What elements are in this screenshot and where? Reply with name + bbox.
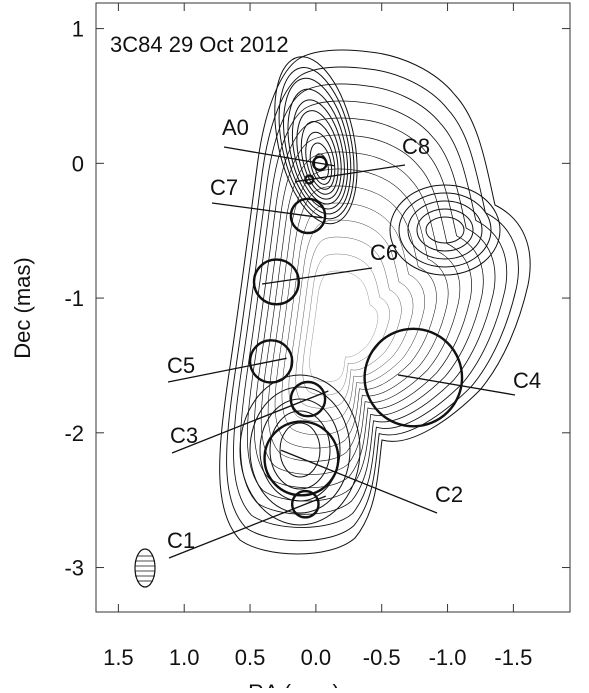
component-label: C2 xyxy=(435,482,463,507)
contour xyxy=(416,208,474,252)
component xyxy=(263,420,340,497)
contour xyxy=(305,131,336,190)
x-tick-label: 1.0 xyxy=(169,645,200,670)
contour xyxy=(240,100,496,515)
component-label: C5 xyxy=(167,353,195,378)
component xyxy=(248,339,294,384)
x-tick-label: -1.5 xyxy=(494,645,532,670)
component-label: C8 xyxy=(402,134,430,159)
contour xyxy=(253,134,472,489)
y-tick-label: -3 xyxy=(64,556,84,581)
y-tick-label: -1 xyxy=(64,286,84,311)
component xyxy=(289,380,327,418)
leader-line xyxy=(168,495,327,559)
component-label: C6 xyxy=(370,240,398,265)
contour xyxy=(291,99,345,205)
component-label: C1 xyxy=(167,528,195,553)
contour xyxy=(283,77,352,215)
contour xyxy=(226,66,519,542)
contour xyxy=(389,184,501,276)
contour xyxy=(300,120,339,195)
contour xyxy=(278,66,355,220)
component xyxy=(289,197,327,235)
plot-frame xyxy=(95,2,571,613)
contour xyxy=(219,49,531,555)
contour xyxy=(302,253,390,396)
contour xyxy=(309,142,333,185)
chart-title: 3C84 29 Oct 2012 xyxy=(110,32,289,57)
contour xyxy=(296,110,342,200)
beam-hatch xyxy=(135,555,155,582)
beam xyxy=(134,548,156,588)
contour xyxy=(309,270,379,382)
contour xyxy=(269,410,331,490)
contour xyxy=(274,56,358,225)
leader-line xyxy=(167,357,287,383)
contour xyxy=(407,200,483,260)
contour xyxy=(279,422,321,478)
contour xyxy=(267,168,449,462)
y-axis-label: Dec (mas) xyxy=(10,257,35,358)
component-label: C7 xyxy=(210,175,238,200)
contour xyxy=(425,216,465,244)
contour xyxy=(398,192,492,268)
leader-line xyxy=(397,374,516,396)
y-tick-label: -2 xyxy=(64,421,84,446)
component-label: C4 xyxy=(513,368,541,393)
leader-line xyxy=(171,390,329,454)
x-tick-label: -0.5 xyxy=(363,645,401,670)
component xyxy=(363,327,464,428)
leader-line xyxy=(280,449,438,514)
contour xyxy=(287,88,349,210)
leader-line xyxy=(261,267,373,285)
component xyxy=(290,489,320,519)
contour xyxy=(249,386,351,514)
component-label: A0 xyxy=(222,115,249,140)
contour xyxy=(247,117,484,502)
contour xyxy=(274,185,437,449)
x-tick-label: -1.0 xyxy=(429,645,467,670)
component xyxy=(304,174,315,185)
x-tick-label: 0.0 xyxy=(301,645,332,670)
component-label: C3 xyxy=(170,423,198,448)
contour xyxy=(259,398,341,502)
x-tick-label: 0.5 xyxy=(235,645,266,670)
component xyxy=(312,155,328,172)
component xyxy=(252,258,300,306)
x-tick-label: 1.5 xyxy=(103,645,134,670)
leader-line xyxy=(223,146,335,167)
contour xyxy=(239,374,361,526)
y-tick-label: 0 xyxy=(72,151,84,176)
leader-line xyxy=(211,202,323,219)
x-axis-label: RA (mas) xyxy=(248,680,340,688)
y-tick-label: 1 xyxy=(72,17,84,42)
contour xyxy=(281,202,425,436)
contour xyxy=(233,83,508,528)
